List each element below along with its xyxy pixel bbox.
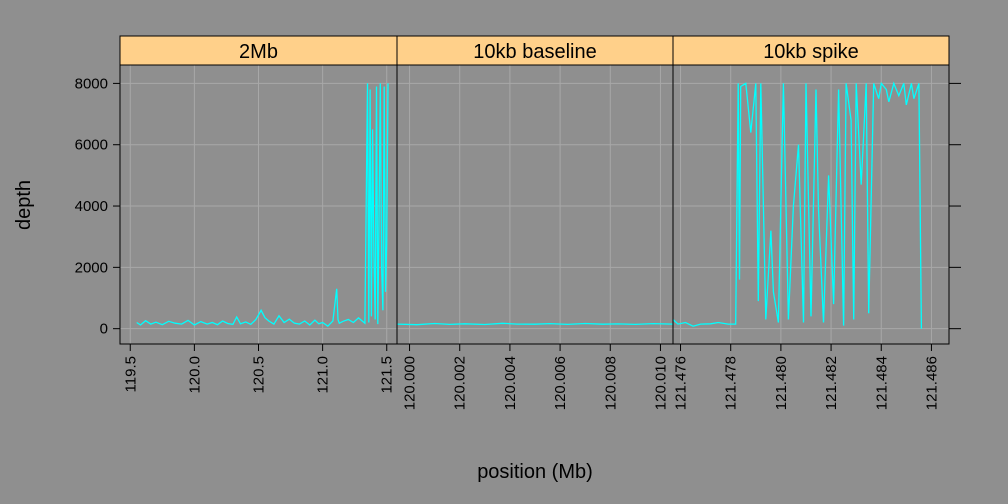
panel-strip — [396, 35, 674, 66]
x-tick-label: 120.0 — [186, 356, 203, 394]
y-axis-label: depth — [13, 180, 35, 230]
x-tick-label: 120.008 — [602, 356, 619, 410]
x-tick-label: 120.5 — [251, 356, 268, 394]
x-tick-label: 121.480 — [773, 356, 790, 410]
y-tick-label: 0 — [100, 321, 108, 338]
x-tick-label: 121.486 — [923, 356, 940, 410]
x-tick-label: 119.5 — [122, 356, 139, 392]
y-tick-label: 2000 — [75, 259, 108, 276]
panel-border — [672, 64, 950, 345]
series-line — [672, 81, 923, 329]
x-tick-label: 121.484 — [873, 356, 890, 410]
panel-strip-label: 10kb spike — [763, 41, 859, 63]
panel: 10kb spike 121.476 121.478 121.480 121.482 12… — [672, 35, 950, 410]
y-tick-label: 8000 — [75, 75, 108, 92]
series-line — [136, 83, 389, 328]
panel: 2Mb 119.5 120.0 120.5 121.0 121.5 — [119, 35, 398, 394]
x-tick-label: 121.5 — [379, 356, 396, 394]
panel-strip-label: 10kb baseline — [473, 41, 596, 63]
y-tick-label: 4000 — [75, 198, 108, 215]
x-tick-label: 120.010 — [652, 356, 669, 410]
panel: 10kb baseline 120.000 120.002 120.004 120.00… — [396, 35, 674, 410]
x-tick-label: 121.482 — [823, 356, 840, 410]
series-line — [396, 322, 674, 326]
x-tick-label: 120.002 — [452, 356, 469, 410]
x-tick-label: 120.004 — [502, 356, 519, 410]
x-tick-label: 121.478 — [723, 356, 740, 410]
x-tick-label: 121.0 — [315, 356, 332, 394]
y-tick-label: 6000 — [75, 137, 108, 154]
x-axis-label: position (Mb) — [477, 461, 593, 483]
x-tick-label: 120.000 — [402, 356, 419, 410]
panel-strip-label: 2Mb — [239, 41, 278, 63]
panel-strip — [672, 35, 950, 66]
x-tick-label: 121.476 — [673, 356, 690, 410]
x-tick-label: 120.006 — [552, 356, 569, 410]
panel-border — [396, 64, 674, 345]
